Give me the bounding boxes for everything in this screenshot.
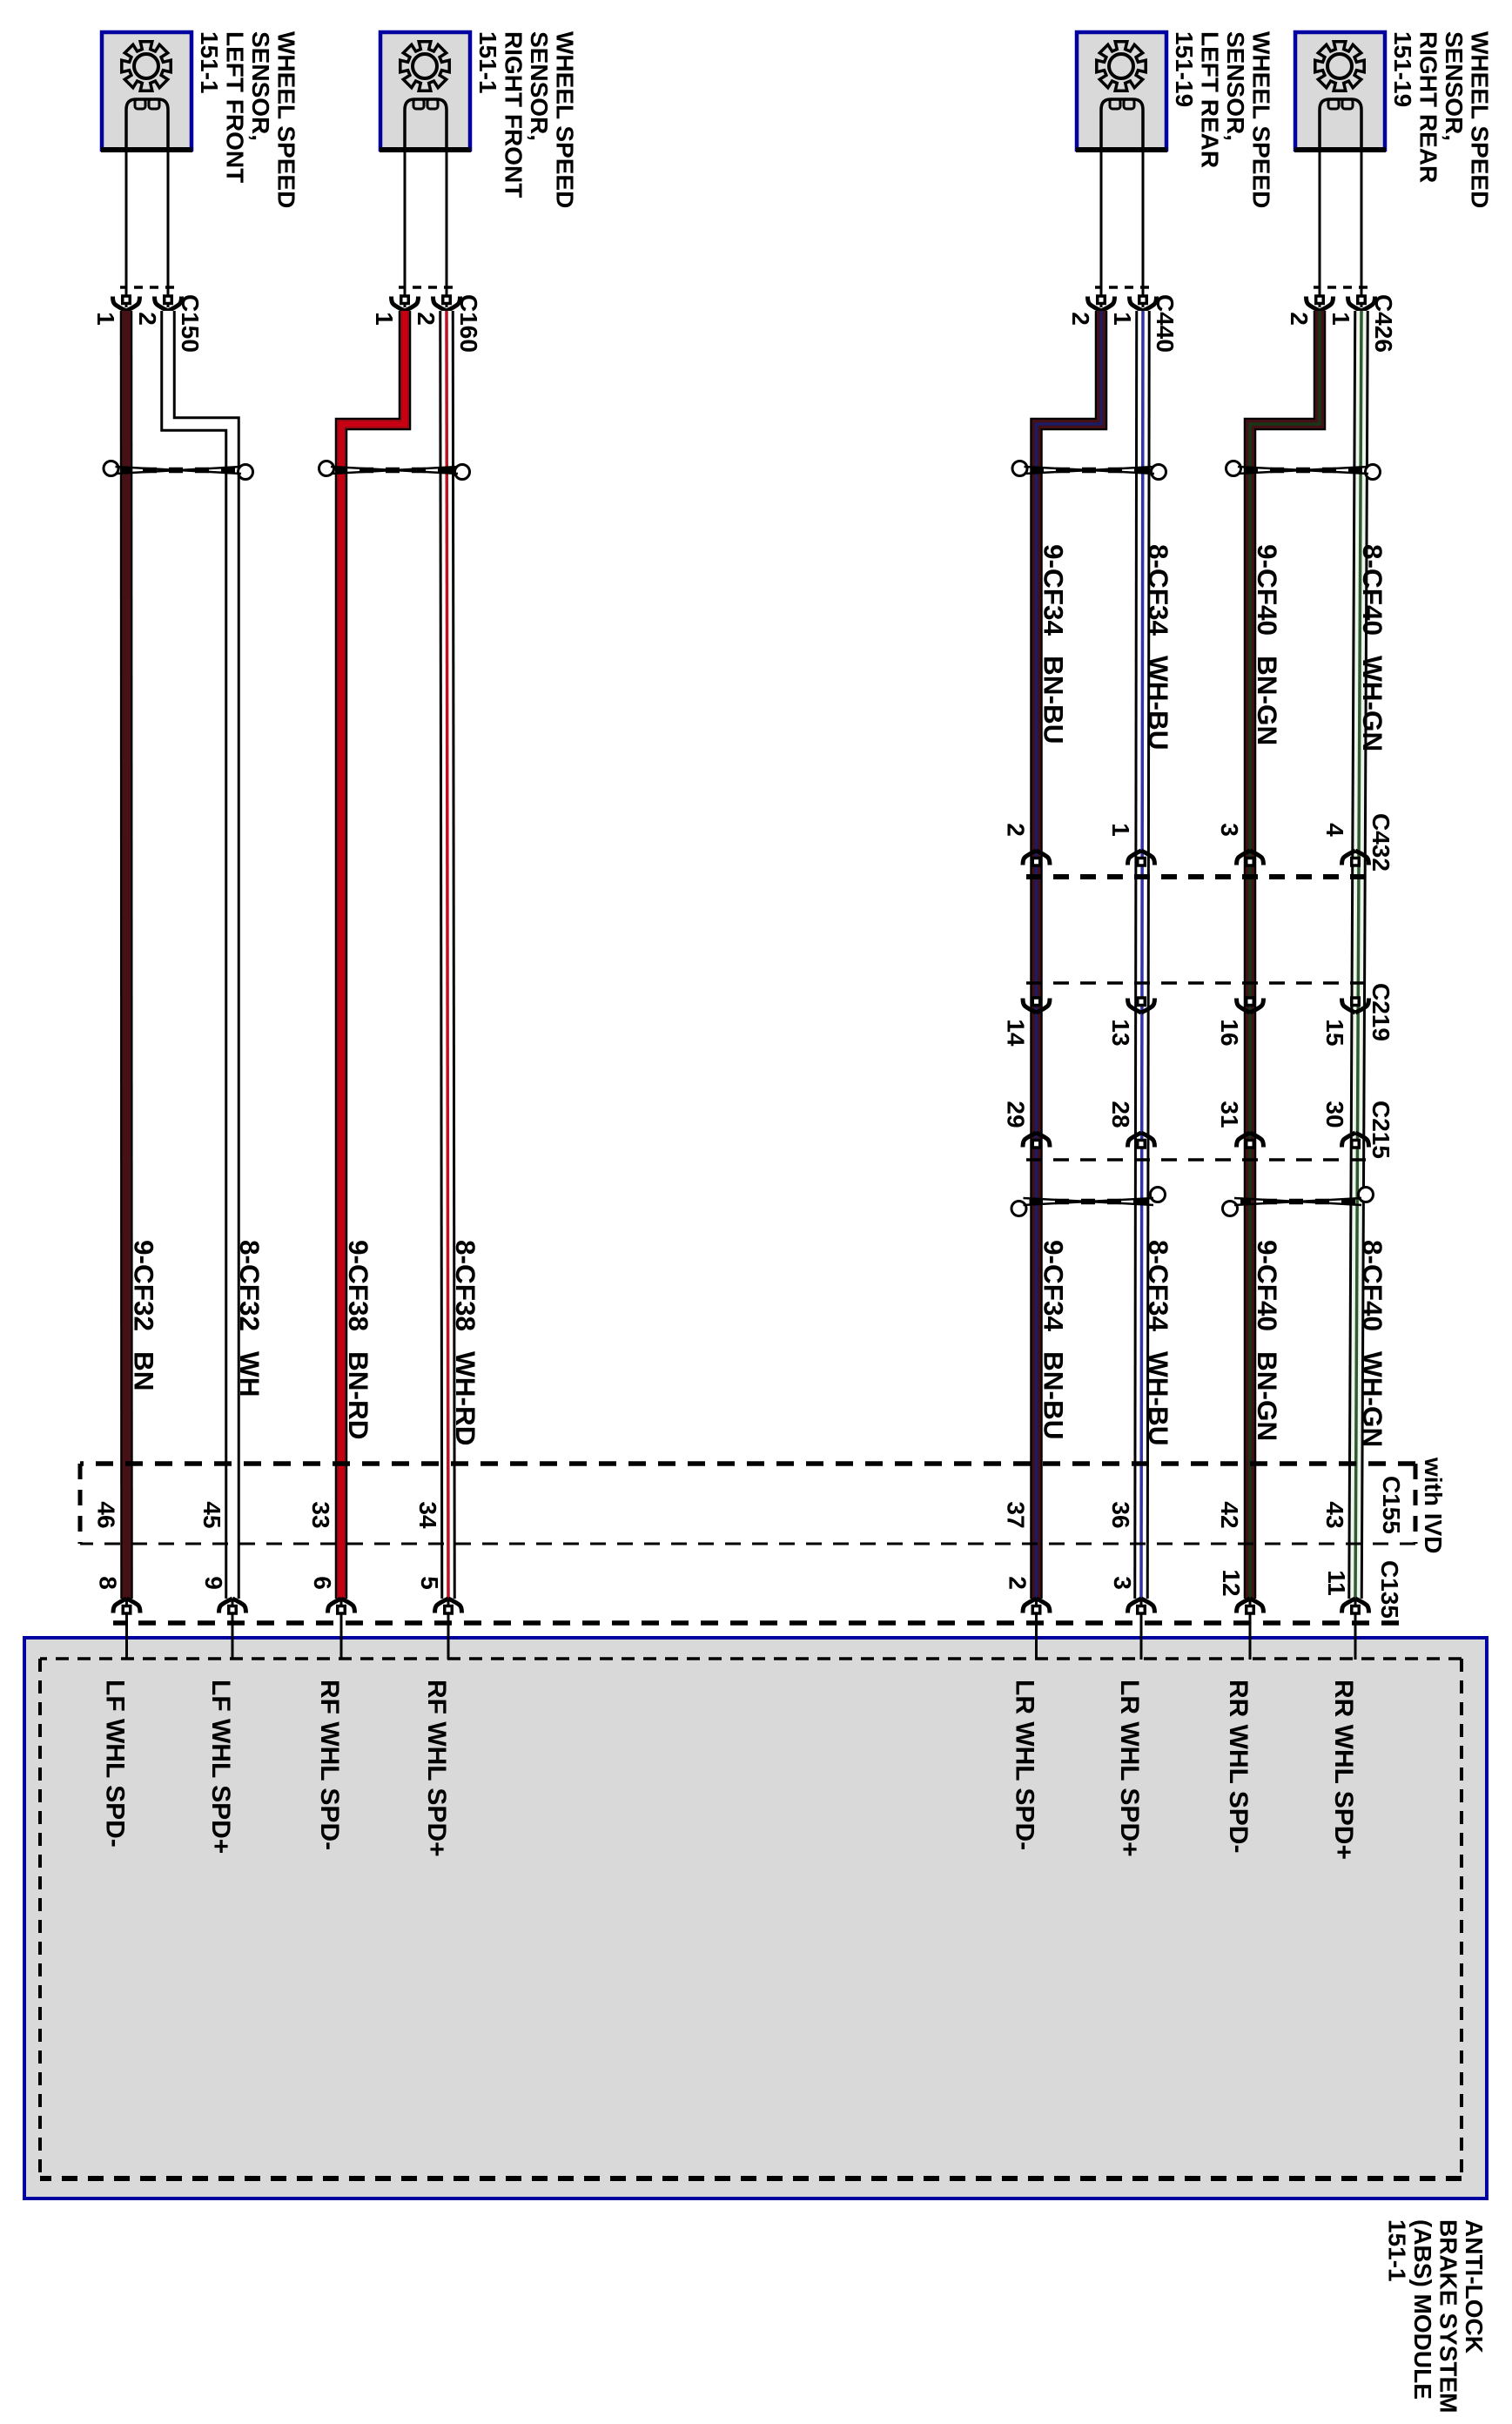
svg-text:WHEEL SPEED: WHEEL SPEED: [273, 31, 300, 208]
svg-text:1: 1: [1327, 312, 1354, 326]
svg-text:WH: WH: [234, 1351, 265, 1397]
svg-text:9-CF40: 9-CF40: [1252, 1240, 1283, 1331]
svg-text:14: 14: [1003, 1019, 1030, 1047]
svg-text:WH-BU: WH-BU: [1143, 1351, 1174, 1445]
svg-text:151-19: 151-19: [1389, 31, 1416, 107]
svg-text:SENSOR,: SENSOR,: [1441, 31, 1468, 141]
svg-text:BN-RD: BN-RD: [343, 1351, 374, 1439]
svg-text:34: 34: [414, 1501, 441, 1529]
svg-text:16: 16: [1216, 1019, 1243, 1046]
svg-text:43: 43: [1321, 1501, 1348, 1528]
svg-text:3: 3: [1109, 1576, 1136, 1590]
svg-text:C135: C135: [1376, 1560, 1403, 1619]
svg-text:1: 1: [371, 312, 398, 326]
svg-text:12: 12: [1218, 1569, 1245, 1596]
svg-text:C426: C426: [1370, 294, 1397, 353]
svg-text:with IVD: with IVD: [1420, 1457, 1447, 1553]
svg-text:BN-GN: BN-GN: [1252, 1351, 1283, 1441]
svg-text:36: 36: [1107, 1501, 1134, 1528]
svg-text:8-CF34: 8-CF34: [1143, 544, 1174, 636]
svg-text:33: 33: [307, 1501, 334, 1528]
svg-text:RR WHL SPD-: RR WHL SPD-: [1224, 1680, 1253, 1853]
svg-text:LF WHL SPD-: LF WHL SPD-: [101, 1680, 130, 1848]
svg-text:SENSOR,: SENSOR,: [526, 31, 553, 141]
svg-text:37: 37: [1003, 1501, 1030, 1528]
svg-text:28: 28: [1107, 1101, 1134, 1128]
svg-text:BN-GN: BN-GN: [1252, 656, 1283, 745]
svg-text:29: 29: [1003, 1101, 1030, 1128]
svg-text:151-1: 151-1: [1384, 2219, 1411, 2282]
svg-text:2: 2: [1286, 312, 1313, 326]
svg-text:45: 45: [198, 1501, 225, 1528]
svg-text:46: 46: [93, 1501, 120, 1528]
svg-text:9-CF38: 9-CF38: [343, 1240, 374, 1331]
svg-text:WH-GN: WH-GN: [1357, 1351, 1388, 1447]
svg-text:(ABS) MODULE: (ABS) MODULE: [1409, 2219, 1436, 2400]
svg-text:9-CF34: 9-CF34: [1038, 544, 1070, 636]
svg-text:8-CF34: 8-CF34: [1143, 1240, 1174, 1332]
svg-text:9-CF32: 9-CF32: [129, 1240, 160, 1331]
svg-text:C160: C160: [455, 294, 482, 353]
svg-text:BN-BU: BN-BU: [1038, 1351, 1070, 1439]
svg-text:2: 2: [134, 312, 161, 326]
svg-text:2: 2: [413, 312, 440, 326]
svg-text:C155: C155: [1378, 1476, 1405, 1534]
svg-text:SENSOR,: SENSOR,: [1222, 31, 1249, 141]
svg-text:BRAKE SYSTEM: BRAKE SYSTEM: [1435, 2219, 1462, 2413]
svg-text:5: 5: [416, 1576, 443, 1590]
svg-text:RR WHL SPD+: RR WHL SPD+: [1329, 1680, 1358, 1860]
svg-text:LEFT FRONT: LEFT FRONT: [222, 31, 249, 183]
svg-text:LEFT REAR: LEFT REAR: [1197, 31, 1224, 168]
svg-text:WH-BU: WH-BU: [1143, 656, 1174, 750]
svg-text:8-CF32: 8-CF32: [234, 1240, 265, 1331]
svg-text:151-1: 151-1: [474, 31, 501, 94]
svg-text:RIGHT FRONT: RIGHT FRONT: [501, 31, 528, 198]
svg-text:8-CF40: 8-CF40: [1357, 544, 1388, 636]
svg-text:3: 3: [1216, 823, 1243, 837]
svg-text:9-CF40: 9-CF40: [1252, 544, 1283, 636]
svg-text:1: 1: [92, 312, 119, 326]
svg-text:8: 8: [95, 1576, 122, 1590]
svg-text:2: 2: [1067, 312, 1094, 326]
svg-text:8-CF40: 8-CF40: [1357, 1240, 1388, 1331]
svg-text:9: 9: [200, 1576, 227, 1590]
svg-text:WH-GN: WH-GN: [1357, 656, 1388, 751]
svg-text:WH-RD: WH-RD: [450, 1351, 481, 1445]
svg-text:11: 11: [1323, 1570, 1350, 1596]
svg-text:C219: C219: [1368, 983, 1394, 1041]
svg-text:SENSOR,: SENSOR,: [247, 31, 274, 141]
svg-text:RF WHL SPD-: RF WHL SPD-: [315, 1680, 344, 1850]
svg-text:RIGHT REAR: RIGHT REAR: [1415, 31, 1442, 183]
svg-text:WHEEL SPEED: WHEEL SPEED: [552, 31, 579, 208]
svg-text:8-CF38: 8-CF38: [450, 1240, 481, 1331]
svg-text:2: 2: [1005, 1576, 1032, 1590]
svg-text:4: 4: [1321, 823, 1348, 837]
svg-text:1: 1: [1109, 312, 1136, 326]
svg-text:BN-BU: BN-BU: [1038, 656, 1070, 744]
svg-text:C215: C215: [1368, 1101, 1394, 1159]
svg-text:C150: C150: [177, 294, 204, 353]
svg-text:RF WHL SPD+: RF WHL SPD+: [422, 1680, 451, 1857]
svg-text:BN: BN: [129, 1351, 160, 1391]
svg-text:30: 30: [1321, 1101, 1348, 1128]
svg-text:42: 42: [1216, 1501, 1243, 1528]
svg-text:1: 1: [1107, 823, 1134, 837]
svg-text:C432: C432: [1368, 813, 1394, 872]
svg-text:C440: C440: [1152, 294, 1179, 353]
svg-text:WHEEL SPEED: WHEEL SPEED: [1467, 31, 1494, 208]
svg-text:LR WHL SPD+: LR WHL SPD+: [1115, 1680, 1144, 1857]
svg-text:13: 13: [1107, 1019, 1134, 1046]
svg-text:LF WHL SPD+: LF WHL SPD+: [206, 1680, 235, 1854]
svg-text:WHEEL SPEED: WHEEL SPEED: [1248, 31, 1275, 208]
svg-text:9-CF34: 9-CF34: [1038, 1240, 1070, 1332]
svg-text:2: 2: [1003, 823, 1030, 837]
svg-text:ANTI-LOCK: ANTI-LOCK: [1461, 2219, 1488, 2353]
svg-text:31: 31: [1216, 1101, 1243, 1128]
svg-text:151-1: 151-1: [196, 31, 223, 94]
svg-text:LR WHL SPD-: LR WHL SPD-: [1011, 1680, 1039, 1850]
svg-text:151-19: 151-19: [1171, 31, 1198, 107]
svg-text:6: 6: [309, 1576, 336, 1590]
svg-text:15: 15: [1321, 1019, 1348, 1046]
